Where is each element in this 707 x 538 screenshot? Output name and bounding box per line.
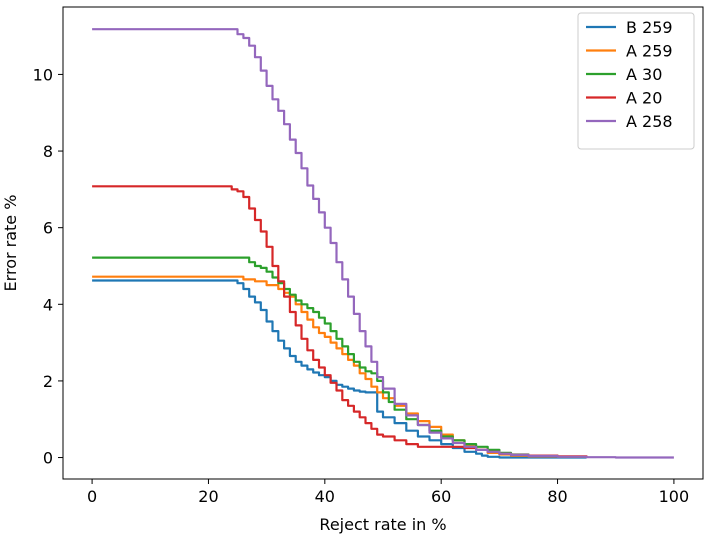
- series-line-0: [92, 279, 587, 459]
- x-axis-ticks: 0 20 40 60 80 100: [87, 479, 689, 506]
- legend: B 259 A 259 A 30 A 20 A 258: [577, 12, 695, 150]
- y-tick-label-0: 0: [43, 449, 53, 468]
- x-tick-label-2: 40: [315, 487, 335, 506]
- series-line-4: [92, 28, 674, 459]
- y-axis-ticks: 0 2 4 6 8 10: [33, 65, 63, 468]
- x-tick-label-3: 60: [431, 487, 451, 506]
- y-tick-label-1: 2: [43, 372, 53, 391]
- legend-label-0: B 259: [626, 18, 673, 37]
- legend-label-1: A 259: [626, 42, 673, 61]
- y-tick-label-5: 10: [33, 65, 53, 84]
- series-line-3: [92, 185, 588, 458]
- x-tick-label-0: 0: [87, 487, 97, 506]
- legend-box: [577, 12, 695, 150]
- plot-frame: [62, 6, 704, 480]
- legend-label-3: A 20: [626, 89, 662, 108]
- legend-label-4: A 258: [626, 112, 673, 131]
- legend-label-2: A 30: [626, 65, 662, 84]
- y-axis-label: Error rate %: [1, 195, 20, 292]
- x-axis-label: Reject rate in %: [319, 515, 446, 534]
- x-tick-label-1: 20: [198, 487, 218, 506]
- y-tick-label-2: 4: [43, 295, 53, 314]
- x-tick-label-5: 100: [659, 487, 690, 506]
- series-layer: [92, 28, 674, 459]
- x-tick-label-4: 80: [547, 487, 567, 506]
- y-tick-label-4: 8: [43, 142, 53, 161]
- series-line-2: [92, 256, 588, 458]
- y-tick-label-3: 6: [43, 219, 53, 238]
- series-line-1: [92, 275, 588, 458]
